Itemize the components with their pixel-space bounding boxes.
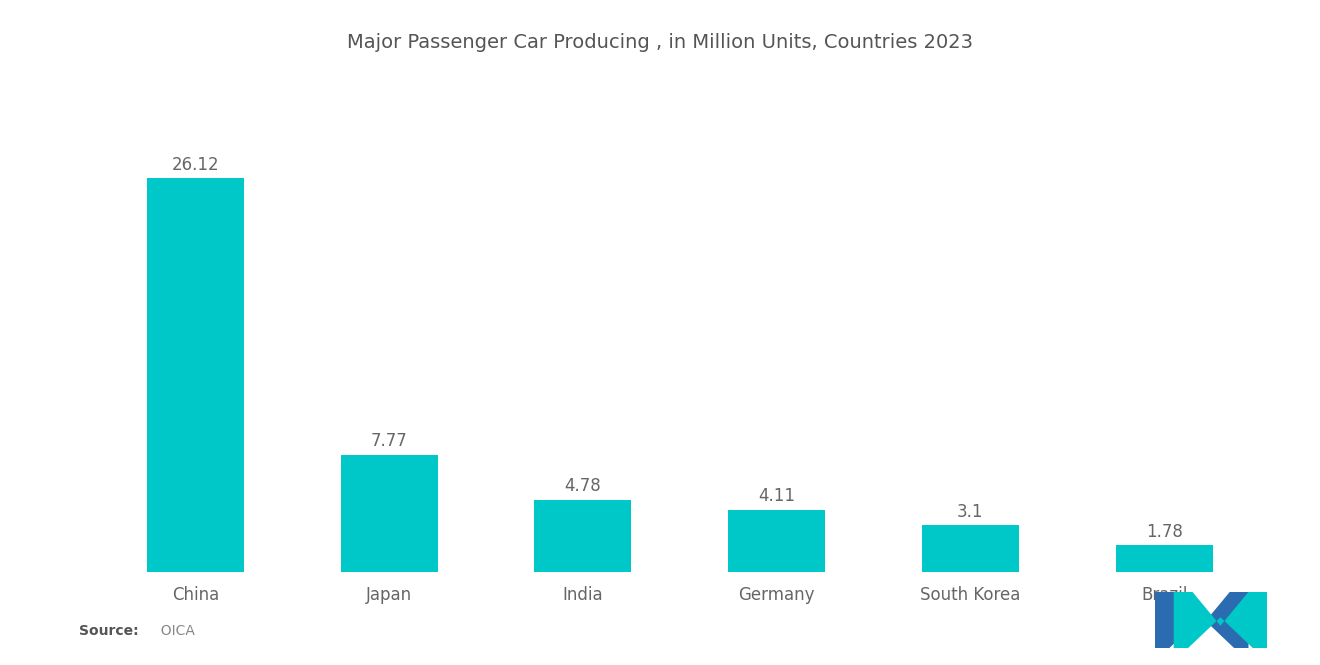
Bar <box>535 500 631 572</box>
Bar <box>729 510 825 572</box>
Bar <box>147 178 244 572</box>
Bar <box>921 525 1019 572</box>
Text: 26.12: 26.12 <box>172 156 219 174</box>
Text: Major Passenger Car Producing , in Million Units, Countries 2023: Major Passenger Car Producing , in Milli… <box>347 33 973 53</box>
Bar <box>341 455 438 572</box>
Polygon shape <box>1155 592 1249 648</box>
Bar <box>1115 545 1213 572</box>
Text: 3.1: 3.1 <box>957 503 983 521</box>
Text: OICA: OICA <box>152 624 194 638</box>
Text: 1.78: 1.78 <box>1146 523 1183 541</box>
Text: Source:: Source: <box>79 624 139 638</box>
Polygon shape <box>1173 592 1267 648</box>
Text: 4.11: 4.11 <box>758 487 795 505</box>
Text: 7.77: 7.77 <box>371 432 408 450</box>
Text: 4.78: 4.78 <box>565 477 602 495</box>
